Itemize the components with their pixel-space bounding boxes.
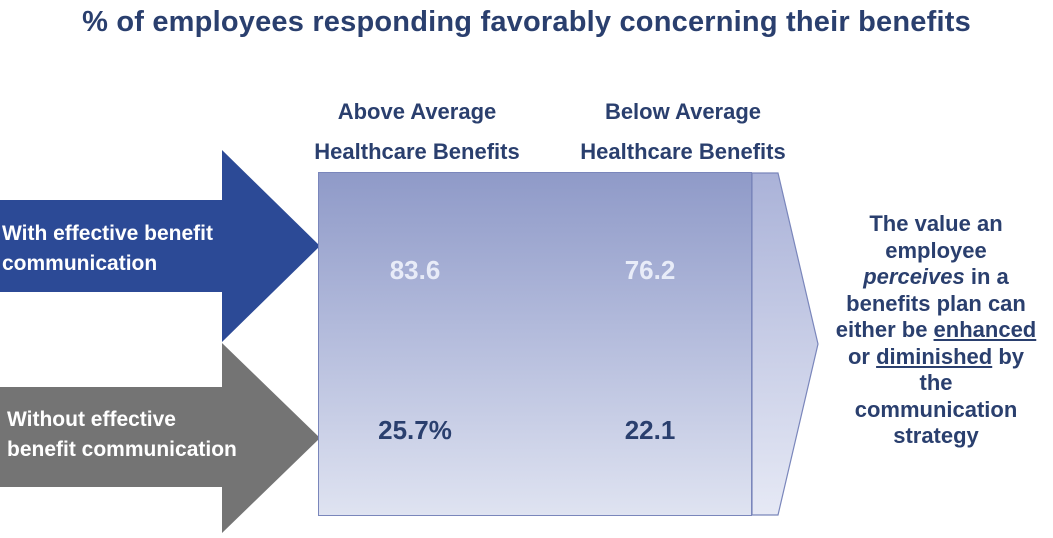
results-matrix bbox=[318, 172, 752, 516]
with-communication-arrow bbox=[0, 150, 320, 342]
row-label-line2: communication bbox=[2, 252, 158, 275]
note-line: or diminished by bbox=[847, 343, 1025, 369]
conclusion-note: The value an employee perceives in a ben… bbox=[820, 211, 1052, 450]
note-line: either be enhanced bbox=[835, 317, 1037, 342]
chart-title: % of employees responding favorably conc… bbox=[82, 6, 971, 38]
column-header-line2: Healthcare Benefits bbox=[314, 139, 520, 164]
row-label-line1: Without effective bbox=[7, 408, 176, 431]
value-without-below: 22.1 bbox=[624, 415, 676, 445]
note-line: perceives in a bbox=[863, 264, 1009, 289]
value-without-above: 25.7% bbox=[378, 415, 452, 445]
row-label-with-communication: With effective benefit communication bbox=[2, 219, 213, 279]
note-line: The value an bbox=[869, 211, 1003, 236]
note-underline: enhanced bbox=[933, 317, 1037, 342]
without-communication-arrow bbox=[0, 343, 320, 533]
column-header-line1: Above Average bbox=[337, 99, 497, 124]
row-label-line1: With effective benefit bbox=[2, 222, 214, 245]
row-label-without-communication: Without effective benefit communication bbox=[7, 405, 237, 465]
value-with-above: 83.6 bbox=[389, 255, 441, 285]
column-header-below-average: Below Average Healthcare Benefits bbox=[558, 92, 808, 172]
column-header-line1: Below Average bbox=[604, 99, 762, 124]
row-label-line2: benefit communication bbox=[7, 438, 237, 461]
note-emphasis: perceives bbox=[863, 264, 965, 289]
note-underline: diminished bbox=[876, 343, 993, 369]
note-line: the bbox=[919, 370, 953, 395]
column-header-above-average: Above Average Healthcare Benefits bbox=[292, 92, 542, 172]
note-line: communication bbox=[854, 396, 1018, 422]
note-line: strategy bbox=[893, 423, 979, 448]
note-line: employee bbox=[885, 237, 987, 263]
value-with-below: 76.2 bbox=[624, 255, 676, 285]
note-line: benefits plan can bbox=[846, 290, 1026, 316]
column-header-line2: Healthcare Benefits bbox=[580, 139, 786, 164]
